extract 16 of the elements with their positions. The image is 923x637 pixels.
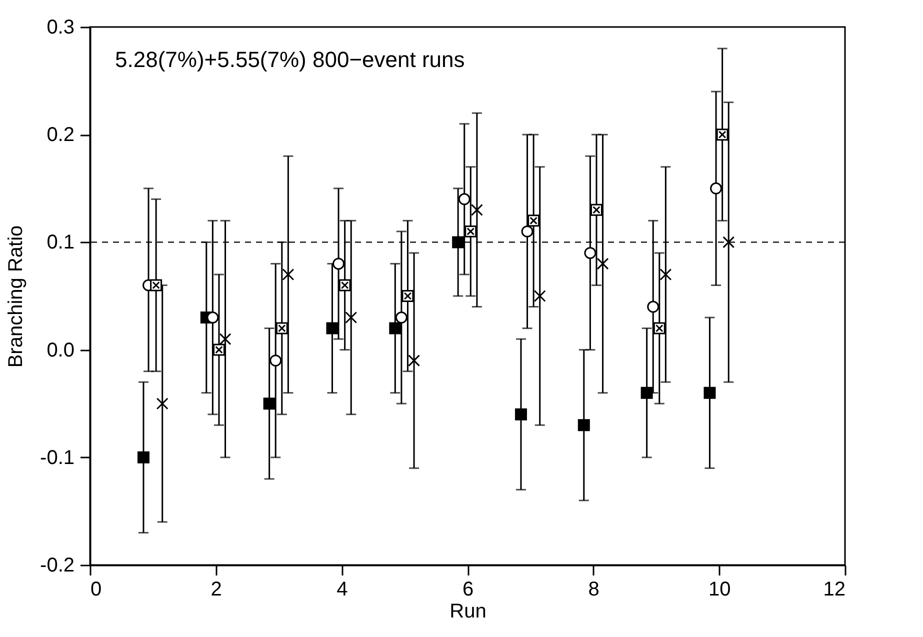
- y-axis-title: Branching Ratio: [5, 225, 28, 368]
- y-tick-label: 0.3: [46, 16, 74, 38]
- y-tick-label: 0.1: [46, 232, 74, 254]
- x-tick-label: 4: [336, 578, 348, 600]
- y-tick-label: -0.1: [40, 446, 74, 469]
- y-tick-label: 0.2: [46, 124, 74, 146]
- x-tick-label: 2: [210, 578, 222, 600]
- x-tick-label: 6: [462, 578, 474, 600]
- y-tick-label: -0.2: [40, 554, 74, 576]
- annotation: 5.28(7%)+5.55(7%) 800−event runs: [115, 47, 465, 72]
- x-tick-label: 10: [708, 578, 731, 600]
- x-tick-label: 12: [823, 578, 846, 600]
- x-axis-title: Run: [450, 600, 486, 622]
- y-tick-label: 0.0: [46, 339, 74, 362]
- x-tick-label: 0: [90, 578, 102, 600]
- x-tick-label: 8: [588, 578, 600, 600]
